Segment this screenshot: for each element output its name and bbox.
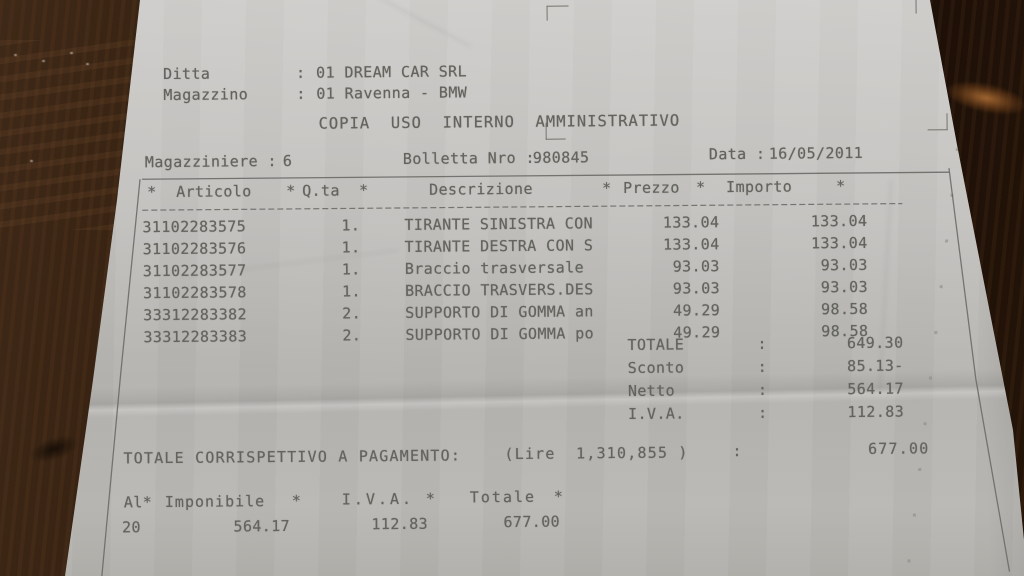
magazzino-value: 01 Ravenna - BMW [316, 83, 468, 103]
total-colon: : [757, 380, 768, 399]
total-value: 564.17 [847, 379, 904, 399]
total-label: Netto [627, 381, 676, 400]
vat-imponibile-header: Imponibile [164, 492, 266, 512]
item-qty: 2. [342, 304, 362, 323]
total-label: I.V.A. [628, 404, 685, 423]
item-price: 93.03 [672, 279, 721, 298]
ditta-label: Ditta [163, 64, 211, 84]
vat-rate: 20 [121, 518, 142, 537]
item-code: 31102283578 [142, 283, 247, 303]
item-description: BRACCIO TRASVERS.DES [404, 280, 594, 300]
item-amount: 133.04 [810, 211, 868, 231]
totals-block: TOTALE : 649.30 Sconto : 85.13- Netto : … [0, 333, 1024, 434]
item-qty: 1. [341, 238, 361, 257]
data-value: 16/05/2011 [768, 143, 864, 163]
copy-type-title: COPIA USO INTERNO AMMINISTRATIVO [318, 111, 681, 133]
item-price: 133.04 [662, 213, 720, 232]
item-qty: 1. [341, 260, 361, 279]
item-description: TIRANTE DESTRA CON S [404, 236, 594, 256]
vat-star: * [553, 487, 564, 506]
column-importo: Importo [726, 177, 793, 197]
item-price: 133.04 [662, 235, 720, 254]
corner-mark-bottom-right [927, 113, 948, 131]
item-description: Braccio trasversale [404, 258, 585, 278]
magazzino-colon: : [296, 84, 306, 103]
item-code: 33312283382 [143, 305, 248, 325]
column-qta: Q.ta [302, 181, 340, 200]
wood-speck [14, 54, 17, 56]
item-qty: 1. [341, 216, 361, 235]
vat-iva-header: I.V.A. [341, 489, 415, 509]
wood-speck [42, 60, 45, 62]
column-articolo: Articolo [176, 182, 252, 201]
item-code: 31102283575 [142, 217, 247, 237]
total-value: 649.30 [846, 333, 904, 353]
magazzino-label: Magazzino [163, 85, 249, 105]
item-rows: 31102283575 1. TIRANTE SINISTRA CON 133.… [0, 211, 1024, 352]
total-colon: : [758, 403, 768, 422]
header-star: * [602, 179, 612, 198]
total-colon: : [757, 334, 768, 353]
item-amount: 93.03 [820, 255, 868, 275]
bolletta-label: Bolletta Nro : [402, 148, 535, 168]
wood-speck [70, 52, 73, 54]
item-amount: 93.03 [820, 277, 869, 297]
wood-speck [86, 63, 89, 65]
item-price: 93.03 [672, 257, 720, 276]
vat-iva-value: 112.83 [371, 514, 429, 534]
table-top-border [142, 171, 950, 180]
payment-lire: (Lire 1,310,855 ) [504, 443, 689, 464]
item-description: SUPPORTO DI GOMMA an [405, 302, 594, 322]
wood-speck [30, 160, 33, 162]
vat-imponibile-value: 564.17 [233, 516, 291, 536]
vat-totale-header: Totale [469, 487, 537, 507]
total-value: 85.13- [847, 356, 904, 376]
total-label: Sconto [627, 358, 685, 377]
item-amount: 133.04 [810, 233, 868, 253]
corner-mark-top-left [546, 5, 569, 21]
item-code: 31102283576 [142, 239, 247, 259]
item-description: TIRANTE SINISTRA CON [404, 214, 594, 234]
vat-star: * [291, 491, 302, 510]
header-star: * [147, 183, 157, 202]
vat-al-header: Al* [123, 493, 153, 512]
ditta-colon: : [296, 63, 306, 82]
header-star: * [359, 181, 369, 200]
column-prezzo: Prezzo [623, 178, 680, 198]
item-amount: 98.58 [820, 299, 869, 319]
magazziniere-value: 6 [282, 151, 293, 170]
vat-star: * [425, 489, 436, 508]
header-star: * [836, 177, 846, 196]
column-descrizione: Descrizione [429, 179, 533, 199]
item-code: 31102283577 [142, 261, 247, 281]
vat-totale-value: 677.00 [503, 512, 561, 532]
ditta-value: 01 DREAM CAR SRL [316, 62, 468, 82]
total-label: TOTALE [627, 335, 685, 354]
data-label: Data : [708, 144, 766, 164]
payment-label: TOTALE CORRISPETTIVO A PAGAMENTO: [123, 446, 462, 468]
header-star: * [286, 181, 296, 200]
item-price: 49.29 [672, 301, 721, 320]
total-colon: : [757, 357, 768, 376]
table-dashed-separator [142, 202, 903, 211]
corner-mark-top-right [894, 0, 917, 14]
item-qty: 1. [341, 282, 361, 301]
header-star: * [696, 178, 706, 197]
payment-colon: : [732, 441, 743, 461]
payment-value: 677.00 [867, 439, 930, 458]
total-value: 112.83 [847, 402, 905, 422]
bolletta-value: 980845 [532, 148, 590, 167]
magazziniere-label: Magazziniere : [144, 152, 277, 172]
